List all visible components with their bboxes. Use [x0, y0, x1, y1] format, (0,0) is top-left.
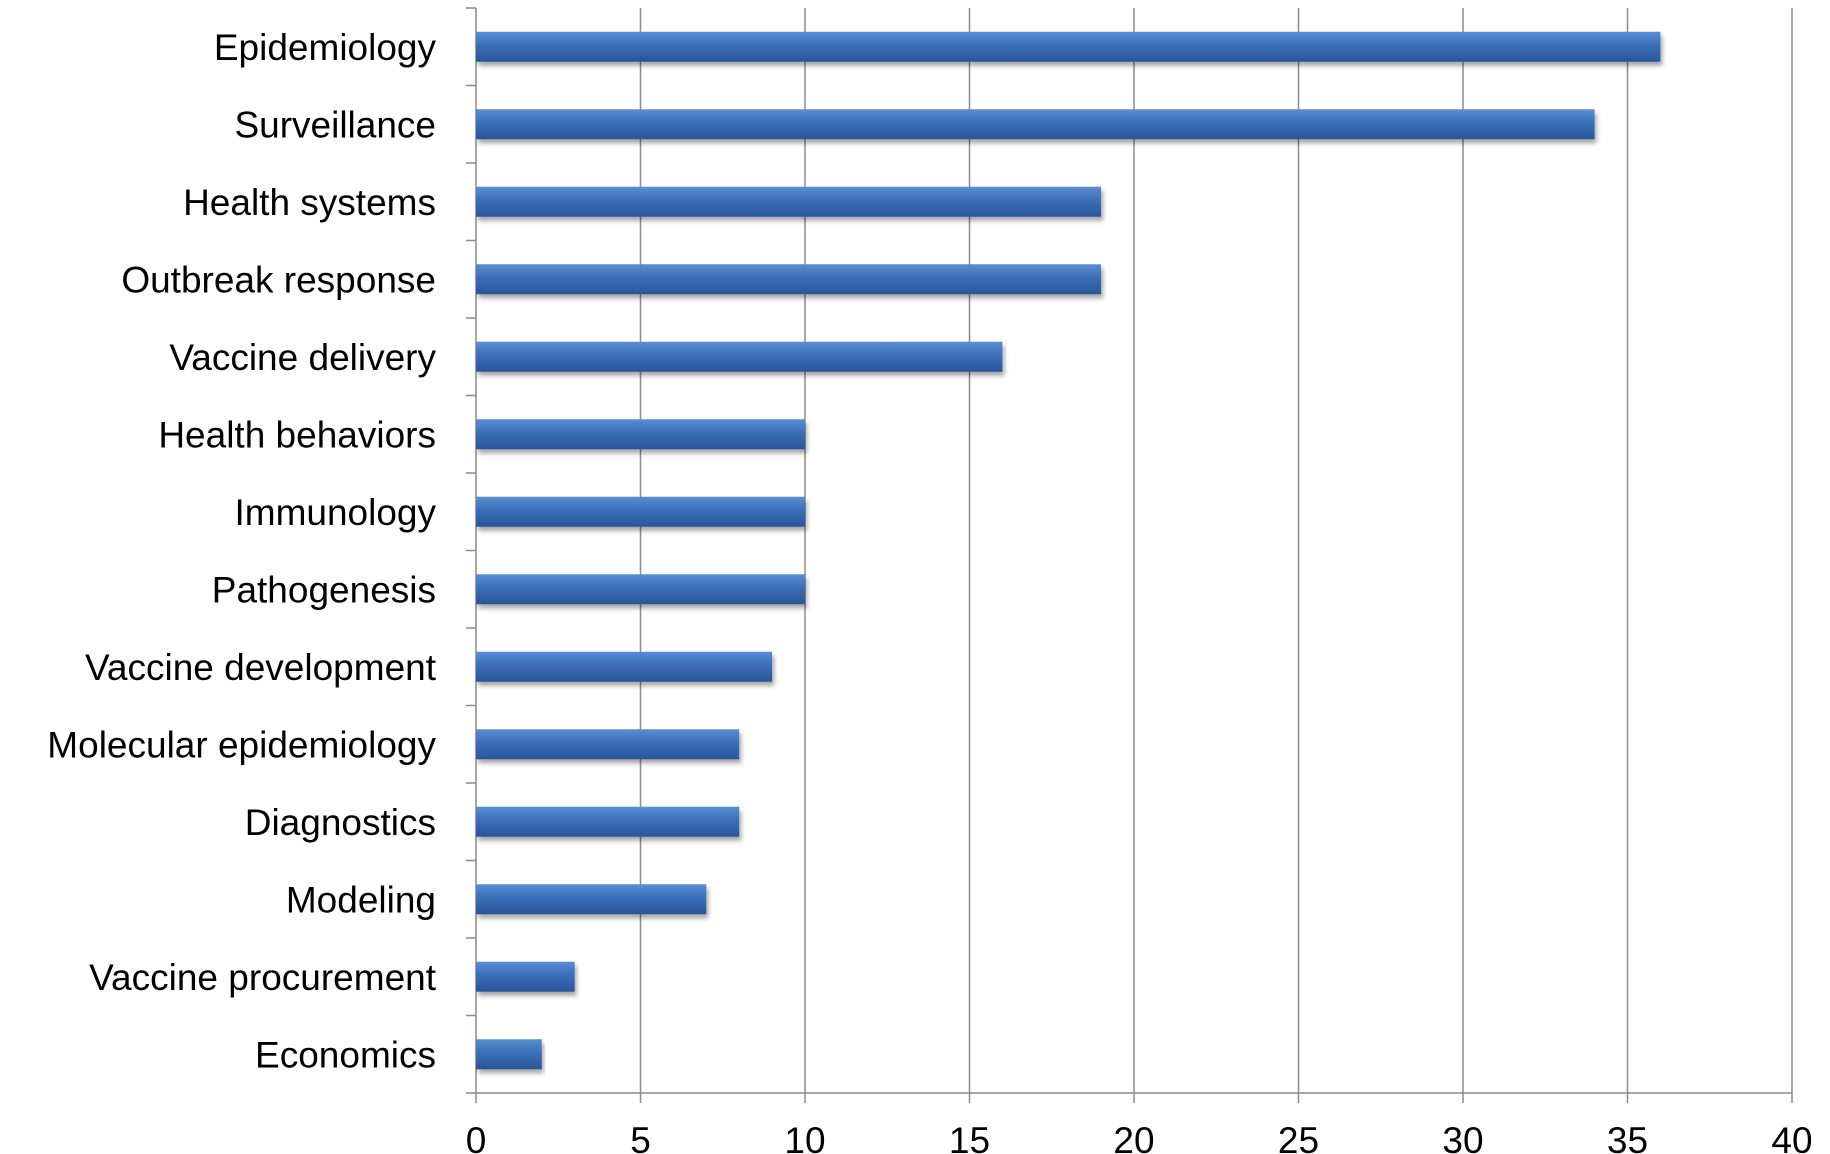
- bar: [476, 1039, 542, 1070]
- category-label: Outbreak response: [121, 259, 436, 300]
- x-tick-label: 40: [1771, 1120, 1812, 1154]
- x-tick-label: 25: [1278, 1120, 1319, 1154]
- x-tick-label: 10: [784, 1120, 825, 1154]
- gridlines: [639, 8, 1793, 1093]
- category-labels: Epidemiology Surveillance Health systems Ou…: [47, 27, 436, 1076]
- category-label: Epidemiology: [214, 27, 437, 68]
- bar: [476, 31, 1661, 62]
- category-label: Health systems: [183, 182, 436, 223]
- category-label: Pathogenesis: [212, 569, 436, 610]
- category-label: Vaccine delivery: [169, 337, 436, 378]
- bar: [476, 806, 740, 837]
- x-tick-label: 15: [949, 1120, 990, 1154]
- bar: [476, 496, 805, 527]
- category-label: Immunology: [234, 492, 436, 533]
- bar: [476, 109, 1595, 140]
- category-label: Modeling: [286, 879, 436, 920]
- bar: [476, 961, 575, 992]
- category-label: Vaccine development: [85, 647, 437, 688]
- bars: [476, 31, 1661, 1070]
- x-tick-label: 5: [630, 1120, 651, 1154]
- bar: [476, 264, 1102, 295]
- x-tick-label: 20: [1113, 1120, 1154, 1154]
- bar: [476, 574, 805, 605]
- bar: [476, 186, 1102, 217]
- bar: [476, 341, 1003, 372]
- category-label: Health behaviors: [158, 414, 436, 455]
- bar: [476, 419, 805, 450]
- category-label: Surveillance: [234, 104, 436, 145]
- x-tick-label: 35: [1607, 1120, 1648, 1154]
- category-label: Vaccine procurement: [89, 957, 437, 998]
- category-label: Molecular epidemiology: [47, 724, 436, 765]
- bar: [476, 884, 707, 915]
- category-label: Diagnostics: [245, 802, 436, 843]
- category-label: Economics: [255, 1034, 436, 1075]
- x-tick-label: 30: [1442, 1120, 1483, 1154]
- axes: [466, 7, 1793, 1103]
- x-tick-labels: 0 5 10 15 20 25 30 35 40: [466, 1120, 1813, 1154]
- x-tick-label: 0: [466, 1120, 487, 1154]
- bar: [476, 651, 773, 682]
- bar: [476, 729, 740, 760]
